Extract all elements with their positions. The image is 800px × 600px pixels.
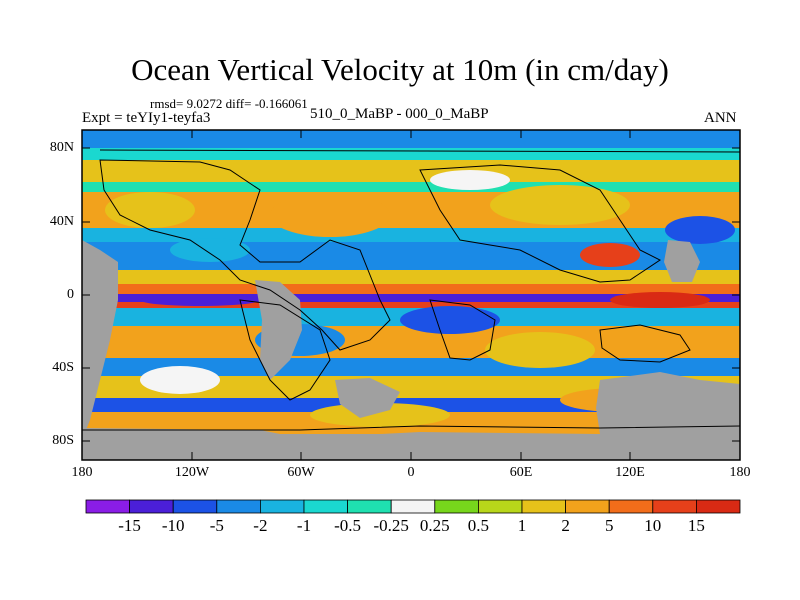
season-label: ANN [704, 110, 737, 126]
x-label-60w: 60W [287, 465, 315, 480]
x-label-180e: 180 [729, 465, 751, 480]
y-label-80s: 80S [52, 433, 74, 448]
colorbar-box [259, 499, 305, 514]
x-label-0: 0 [407, 465, 415, 480]
colorbar-box [172, 499, 218, 514]
colorbar-label: 10 [644, 516, 662, 535]
colorbar-box [390, 499, 436, 514]
colorbar-box [608, 499, 654, 514]
land-masks [82, 240, 740, 460]
colorbar-label: 2 [561, 516, 570, 535]
colorbar-label: -2 [253, 516, 268, 535]
colorbar-label: -0.5 [334, 516, 362, 535]
colorbar-label: -5 [209, 516, 224, 535]
colorbar-label: -0.25 [373, 516, 409, 535]
x-label-60e: 60E [509, 465, 533, 480]
colorbar-box [477, 499, 523, 514]
stats-label: rmsd= 9.0272 diff= -0.166061 [150, 96, 308, 111]
colorbar-label: 15 [687, 516, 705, 535]
colorbar-label: 0.5 [467, 516, 490, 535]
colorbar-box [85, 499, 130, 514]
y-label-40n: 40N [49, 214, 74, 229]
colorbar-label: -10 [161, 516, 185, 535]
colorbar-label: 0.25 [419, 516, 450, 535]
colorbar-box [652, 499, 697, 514]
colorbar [85, 499, 741, 514]
colorbar-label: -1 [296, 516, 312, 535]
colorbar-box [216, 499, 261, 514]
map-title: Ocean Vertical Velocity at 10m (in cm/da… [131, 52, 669, 87]
x-label-120w: 120W [174, 465, 210, 480]
colorbar-label: 5 [604, 516, 614, 535]
y-label-80n: 80N [49, 140, 74, 155]
colorbar-box [347, 499, 392, 514]
colorbar-label: -15 [118, 516, 141, 535]
continent-outlines [82, 149, 740, 431]
difference-label: 510_0_MaBP - 000_0_MaBP [310, 106, 489, 122]
x-label-180w: 180 [71, 465, 93, 480]
x-label-120e: 120E [615, 465, 645, 480]
colorbar-box [434, 499, 479, 514]
axis-ticks [82, 130, 740, 460]
colorbar-label: 1 [517, 516, 527, 535]
colorbar-box [521, 499, 566, 514]
experiment-label: Expt = teYIy1-teyfa3 [82, 110, 211, 126]
colorbar-box [129, 499, 174, 514]
y-label-40s: 40S [52, 360, 74, 375]
colorbar-box [303, 499, 348, 514]
colorbar-box [565, 499, 610, 514]
colorbar-box [696, 499, 741, 514]
y-label-0: 0 [67, 287, 74, 302]
